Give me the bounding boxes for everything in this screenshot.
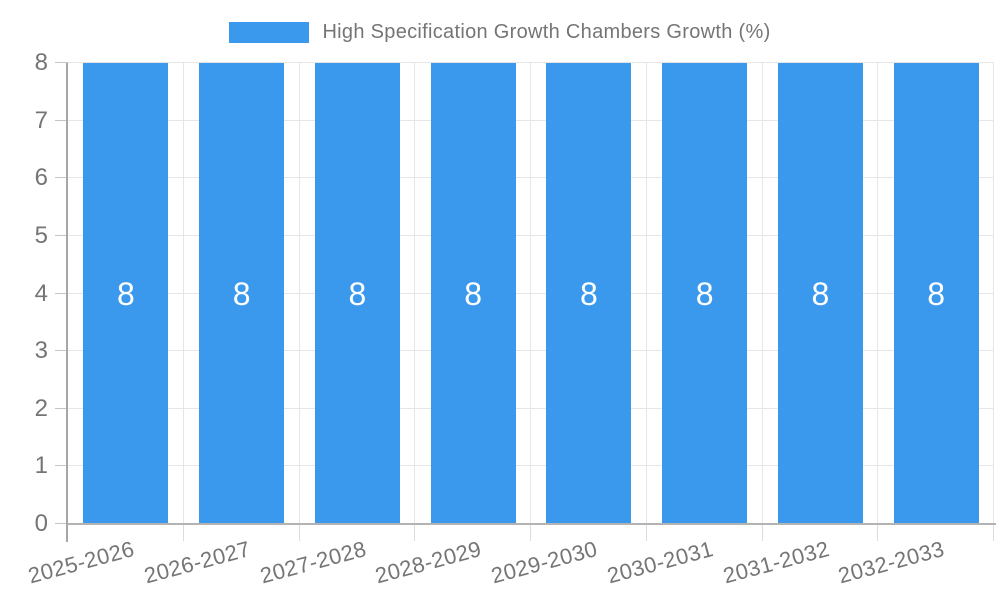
- y-axis-tick: [55, 234, 68, 236]
- v-gridline: [645, 63, 647, 524]
- v-gridline: [182, 63, 184, 524]
- h-gridline: [68, 292, 994, 294]
- x-axis-tick: [530, 525, 531, 541]
- bar[interactable]: [430, 63, 516, 523]
- x-axis-tick: [182, 525, 184, 541]
- x-axis-tick: [761, 525, 763, 541]
- bar[interactable]: [777, 63, 863, 523]
- h-gridline: [68, 62, 994, 63]
- v-gridline: [877, 63, 879, 524]
- y-axis-line: [66, 63, 68, 542]
- bar[interactable]: [83, 63, 169, 523]
- x-axis-tick: [993, 525, 994, 541]
- legend-label: High Specification Growth Chambers Growt…: [322, 20, 771, 43]
- bar-value-label: 8: [579, 275, 598, 312]
- y-axis-tick-label: 1: [34, 452, 48, 480]
- x-axis-tick: [414, 525, 416, 541]
- x-axis-tick-label: 2032-2033: [835, 536, 948, 589]
- y-axis-tick-label: 4: [34, 279, 48, 307]
- x-axis-baseline: [68, 523, 996, 525]
- x-axis-tick-label: 2025-2026: [25, 536, 138, 589]
- bar-value-label: 8: [348, 275, 367, 312]
- y-axis-tick-label: 2: [34, 394, 48, 422]
- x-axis-tick-label: 2026-2027: [141, 536, 253, 589]
- y-axis-tick: [55, 119, 68, 121]
- bar[interactable]: [314, 63, 400, 523]
- y-axis-tick: [55, 177, 68, 179]
- x-axis-tick: [877, 525, 879, 541]
- y-axis-tick-label: 8: [34, 49, 48, 76]
- y-axis-tick-label: 5: [34, 221, 48, 249]
- legend-swatch-icon: [229, 21, 310, 43]
- bar-value-label: 8: [927, 275, 946, 312]
- y-axis-tick: [55, 465, 68, 467]
- x-axis-tick: [298, 525, 300, 541]
- y-axis-tick: [55, 62, 68, 63]
- y-axis-tick: [55, 292, 68, 294]
- x-axis-tick-label: 2027-2028: [257, 536, 369, 589]
- y-axis-tick: [55, 350, 68, 352]
- x-axis-tick-label: 2031-2032: [720, 536, 832, 589]
- x-axis-tick-label: 2030-2031: [604, 536, 716, 589]
- bar[interactable]: [893, 63, 979, 523]
- legend-item[interactable]: High Specification Growth Chambers Growt…: [229, 21, 770, 44]
- h-gridline: [68, 465, 994, 467]
- x-axis-tick: [645, 525, 647, 541]
- bar[interactable]: [546, 63, 632, 523]
- h-gridline: [68, 407, 994, 409]
- y-axis-tick: [55, 407, 68, 409]
- h-gridline: [68, 119, 994, 121]
- v-gridline: [530, 63, 531, 524]
- y-axis-tick: [55, 523, 68, 524]
- h-gridline: [68, 350, 994, 352]
- v-gridline: [761, 63, 763, 524]
- legend: High Specification Growth Chambers Growt…: [0, 20, 1000, 44]
- bar-value-label: 8: [811, 275, 830, 312]
- y-axis-tick-label: 0: [34, 510, 48, 537]
- v-gridline: [993, 63, 994, 524]
- y-axis-tick-label: 7: [34, 106, 48, 134]
- x-axis-tick-label: 2028-2029: [372, 536, 485, 589]
- v-gridline: [414, 63, 416, 524]
- bar-value-label: 8: [464, 275, 483, 312]
- bar-value-label: 8: [232, 275, 251, 312]
- bar[interactable]: [662, 63, 748, 523]
- h-gridline: [68, 177, 994, 179]
- y-axis-tick-label: 6: [34, 164, 48, 192]
- bar-value-label: 8: [695, 275, 714, 312]
- x-axis-tick-label: 2029-2030: [488, 536, 601, 589]
- v-gridline: [298, 63, 300, 524]
- y-axis-tick-label: 3: [34, 337, 48, 365]
- bar-value-label: 8: [116, 275, 135, 312]
- h-gridline: [68, 234, 994, 236]
- bar[interactable]: [199, 63, 285, 523]
